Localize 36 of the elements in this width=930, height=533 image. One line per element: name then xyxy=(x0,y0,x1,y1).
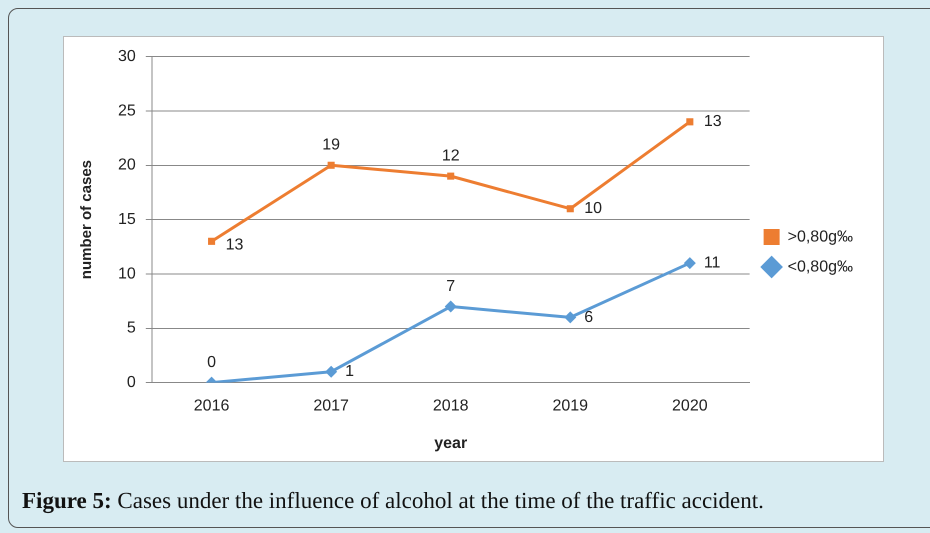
x-tick-label: 2019 xyxy=(552,398,588,415)
x-tick-label: 2016 xyxy=(194,398,230,415)
point xyxy=(564,311,576,324)
y-tick-label: 25 xyxy=(118,102,136,120)
annotation: 10 xyxy=(584,200,602,218)
point xyxy=(686,118,694,126)
annotation: 13 xyxy=(226,236,244,254)
point xyxy=(328,162,335,169)
x-axis-title: year xyxy=(434,434,468,452)
data-label: 1 xyxy=(345,363,354,380)
point xyxy=(325,366,338,378)
legend-label: <0,80g‰ xyxy=(788,258,854,276)
x-tick-label: 2018 xyxy=(432,398,469,415)
point xyxy=(444,300,457,313)
y-tick-label: 15 xyxy=(118,211,136,228)
y-tick-label: 30 xyxy=(118,48,136,66)
y-tick-label: 10 xyxy=(118,265,136,282)
y-tick-label: 5 xyxy=(126,320,136,337)
y-axis-title: number of cases xyxy=(78,160,96,280)
x-tick-label: 2017 xyxy=(313,398,350,415)
annotation: 13 xyxy=(704,113,722,130)
point xyxy=(566,205,574,212)
data-label: 7 xyxy=(446,278,456,295)
y-tick-label: 0 xyxy=(126,374,136,392)
x-tick-label: 2020 xyxy=(672,398,708,415)
point xyxy=(447,172,454,180)
y-tick-label: 20 xyxy=(118,156,136,174)
annotation: 12 xyxy=(442,148,460,165)
point xyxy=(208,238,216,245)
annotation: 19 xyxy=(322,136,340,154)
point xyxy=(684,257,696,270)
data-label: 0 xyxy=(207,354,216,372)
caption: Figure 5: Cases under the influence of alcohol at the time of the traffic accident. xyxy=(22,488,764,513)
legend-label: >0,80g‰ xyxy=(788,228,854,246)
data-label: 11 xyxy=(704,254,721,272)
data-label: 6 xyxy=(584,308,594,326)
